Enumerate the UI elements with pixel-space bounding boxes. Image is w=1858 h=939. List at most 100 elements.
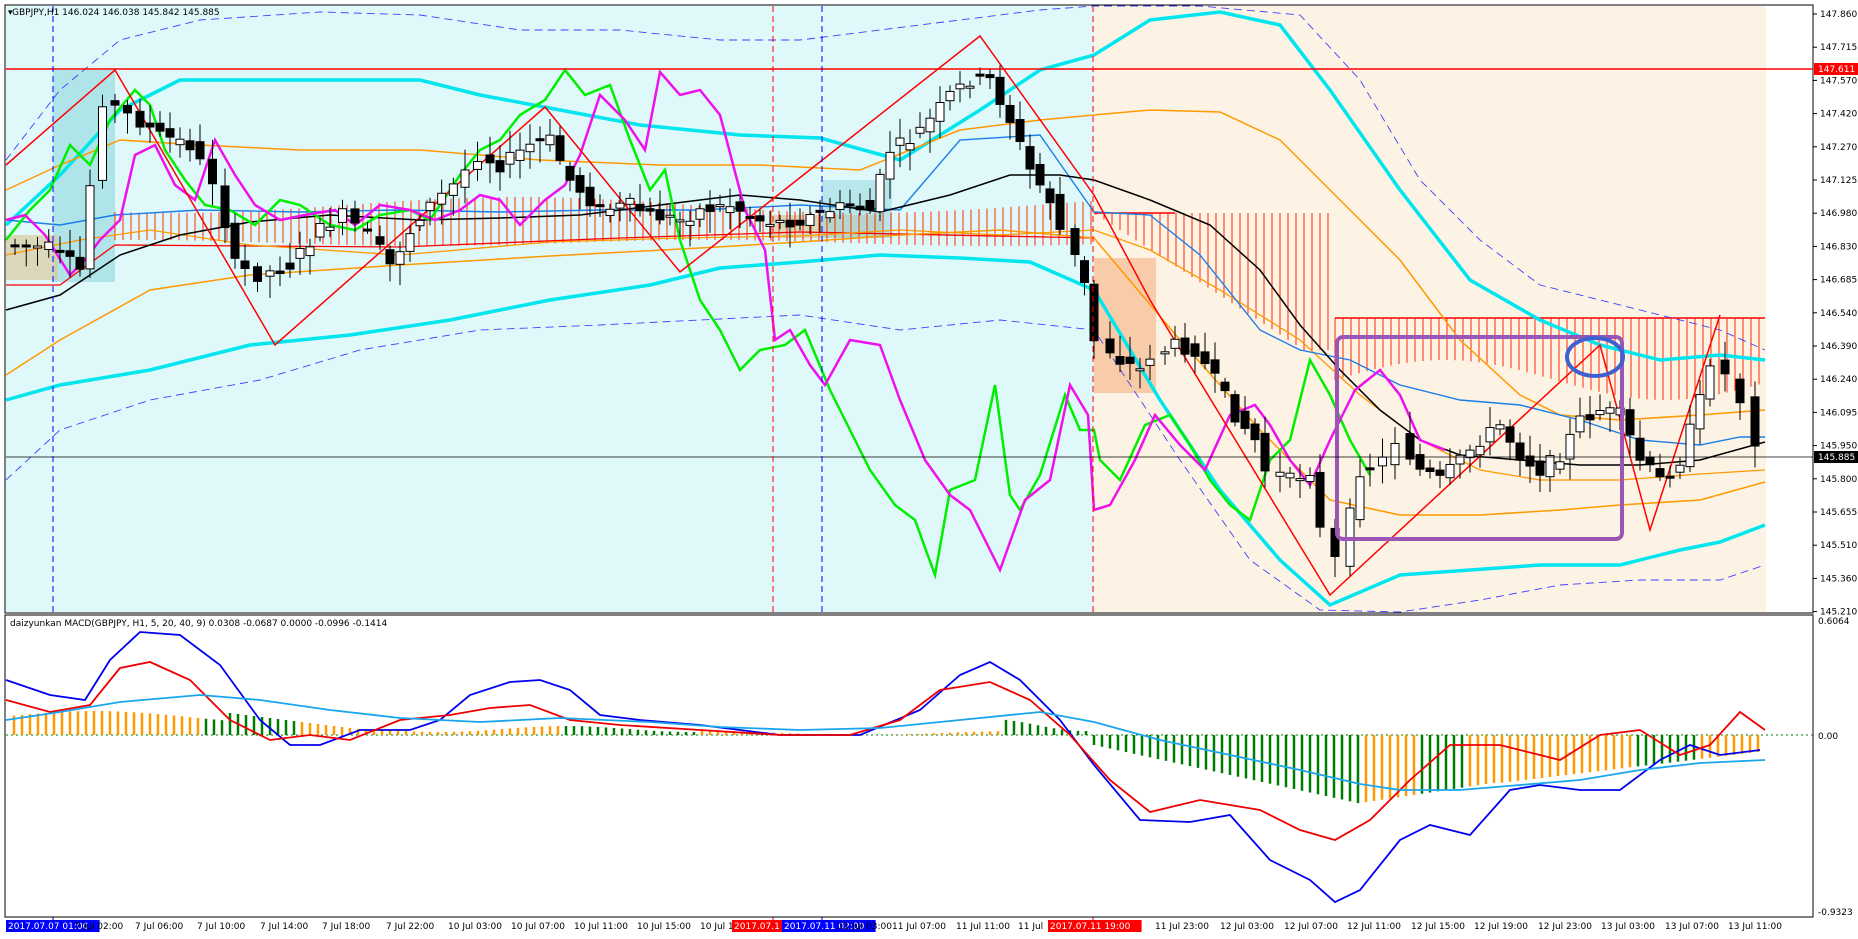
candle-body xyxy=(135,110,145,128)
price-axis-label: 146.830 xyxy=(1820,242,1857,252)
candle-body xyxy=(1405,433,1415,460)
candle-body xyxy=(110,100,120,106)
candle-body xyxy=(1485,427,1495,443)
candle-body xyxy=(525,143,535,153)
candle-body xyxy=(85,185,95,270)
candle-body xyxy=(655,209,665,221)
price-axis-label: 146.095 xyxy=(1820,408,1857,418)
time-axis-label: 12 Jul 03:00 xyxy=(1220,922,1274,932)
candle-body xyxy=(735,201,745,212)
candle-body xyxy=(1655,468,1665,478)
macd-axis-bottom: -0.9323 xyxy=(1818,908,1853,918)
candle-body xyxy=(745,215,755,219)
candle-body xyxy=(1315,471,1325,528)
candle-body xyxy=(1045,188,1055,204)
orange-shade-box xyxy=(1094,258,1156,393)
time-axis-label: 7 Jul 02:00 xyxy=(75,922,124,932)
candle-body xyxy=(1015,119,1025,143)
candle-body xyxy=(515,149,525,161)
time-axis-label: 2017.07.11 02:00 xyxy=(784,922,865,932)
time-axis-label: 2017.07.1 xyxy=(734,922,780,932)
price-axis-label: 147.125 xyxy=(1820,176,1857,186)
candle-body xyxy=(275,270,285,275)
candle-body xyxy=(675,219,685,223)
candle-body xyxy=(425,201,435,212)
candle-body xyxy=(875,173,885,213)
candle-body xyxy=(1675,464,1685,473)
candle-body xyxy=(55,249,65,253)
candle-body xyxy=(1080,260,1089,283)
candle-body xyxy=(1465,449,1475,459)
candle-body xyxy=(1415,454,1425,470)
candle-body xyxy=(925,117,935,133)
candle-body xyxy=(175,138,185,146)
time-axis-label: 10 Jul 19:00 xyxy=(700,922,754,932)
candle-body xyxy=(505,151,515,165)
macd-header-text: daizyunkan MACD(GBPJPY, H1, 5, 20, 40, 9… xyxy=(10,619,388,629)
candle-body xyxy=(825,211,835,219)
time-axis-label: 7 Jul 18:00 xyxy=(322,922,371,932)
candle-body xyxy=(855,205,865,211)
candle-body xyxy=(495,160,505,173)
candle-body xyxy=(145,122,155,128)
candle-body xyxy=(1305,475,1315,483)
candle-body xyxy=(1545,455,1555,478)
dropdown-icon[interactable]: ▾ xyxy=(8,8,13,18)
macd-blue-line xyxy=(5,631,1761,904)
candle-body xyxy=(1365,467,1375,471)
candlestick-group xyxy=(10,65,1760,578)
candle-body xyxy=(1455,454,1465,465)
candle-body xyxy=(1390,442,1400,466)
time-axis-label: 10 Jul 03:00 xyxy=(448,922,502,932)
candle-body xyxy=(575,175,585,193)
candle-body xyxy=(555,135,565,161)
price-axis-label: 146.240 xyxy=(1820,375,1857,385)
price-axis-label: 146.540 xyxy=(1820,309,1857,319)
candle-body xyxy=(565,165,575,181)
green-oscillator-line xyxy=(5,67,1372,580)
time-axis-label: 10 Jul 07:00 xyxy=(511,922,565,932)
candle-body xyxy=(965,85,975,89)
candle-body xyxy=(230,222,240,259)
magenta-oscillator-line xyxy=(5,69,1446,574)
candle-body xyxy=(615,202,625,209)
candle-body xyxy=(935,102,945,122)
candle-body xyxy=(1105,338,1115,354)
candle-body xyxy=(415,219,425,227)
light-orange-zone xyxy=(1094,6,1766,612)
time-axis: 2017.07.07 01:007 Jul 02:00 7 Jul 06:00 7 … xyxy=(6,920,1782,932)
candle-body xyxy=(363,228,372,232)
price-axis-label: 145.360 xyxy=(1820,574,1857,584)
candle-body xyxy=(1210,359,1220,374)
candle-body xyxy=(775,219,785,224)
candle-body xyxy=(605,208,615,217)
candle-body xyxy=(585,186,595,207)
time-axis-label: 10 Jul 11:00 xyxy=(574,922,628,932)
time-axis-label: 13 Jul 07:00 xyxy=(1665,922,1719,932)
candle-body xyxy=(705,204,715,212)
candle-body xyxy=(1705,365,1715,400)
candle-body xyxy=(1515,442,1525,461)
candle-body xyxy=(1378,456,1387,467)
candle-body xyxy=(895,137,905,146)
candle-body xyxy=(1750,396,1760,447)
candle-body xyxy=(805,213,815,226)
candle-body xyxy=(1295,478,1305,482)
candle-body xyxy=(220,185,230,229)
candle-body xyxy=(285,262,295,270)
candle-body xyxy=(635,203,645,212)
candle-body xyxy=(375,236,385,245)
candle-body xyxy=(1260,432,1270,472)
candle-body xyxy=(685,220,695,226)
price-axis-label: 146.390 xyxy=(1820,342,1857,352)
candle-body xyxy=(1250,423,1260,441)
time-axis-label: 2017.07.11 19:00 xyxy=(1050,922,1131,932)
candle-body xyxy=(1595,409,1605,416)
bollinger-inner-upper xyxy=(4,10,1766,362)
candle-body xyxy=(1645,456,1655,466)
time-axis-label: 12 Jul 07:00 xyxy=(1284,922,1338,932)
candle-body xyxy=(1475,445,1485,456)
candle-body xyxy=(1685,423,1695,468)
